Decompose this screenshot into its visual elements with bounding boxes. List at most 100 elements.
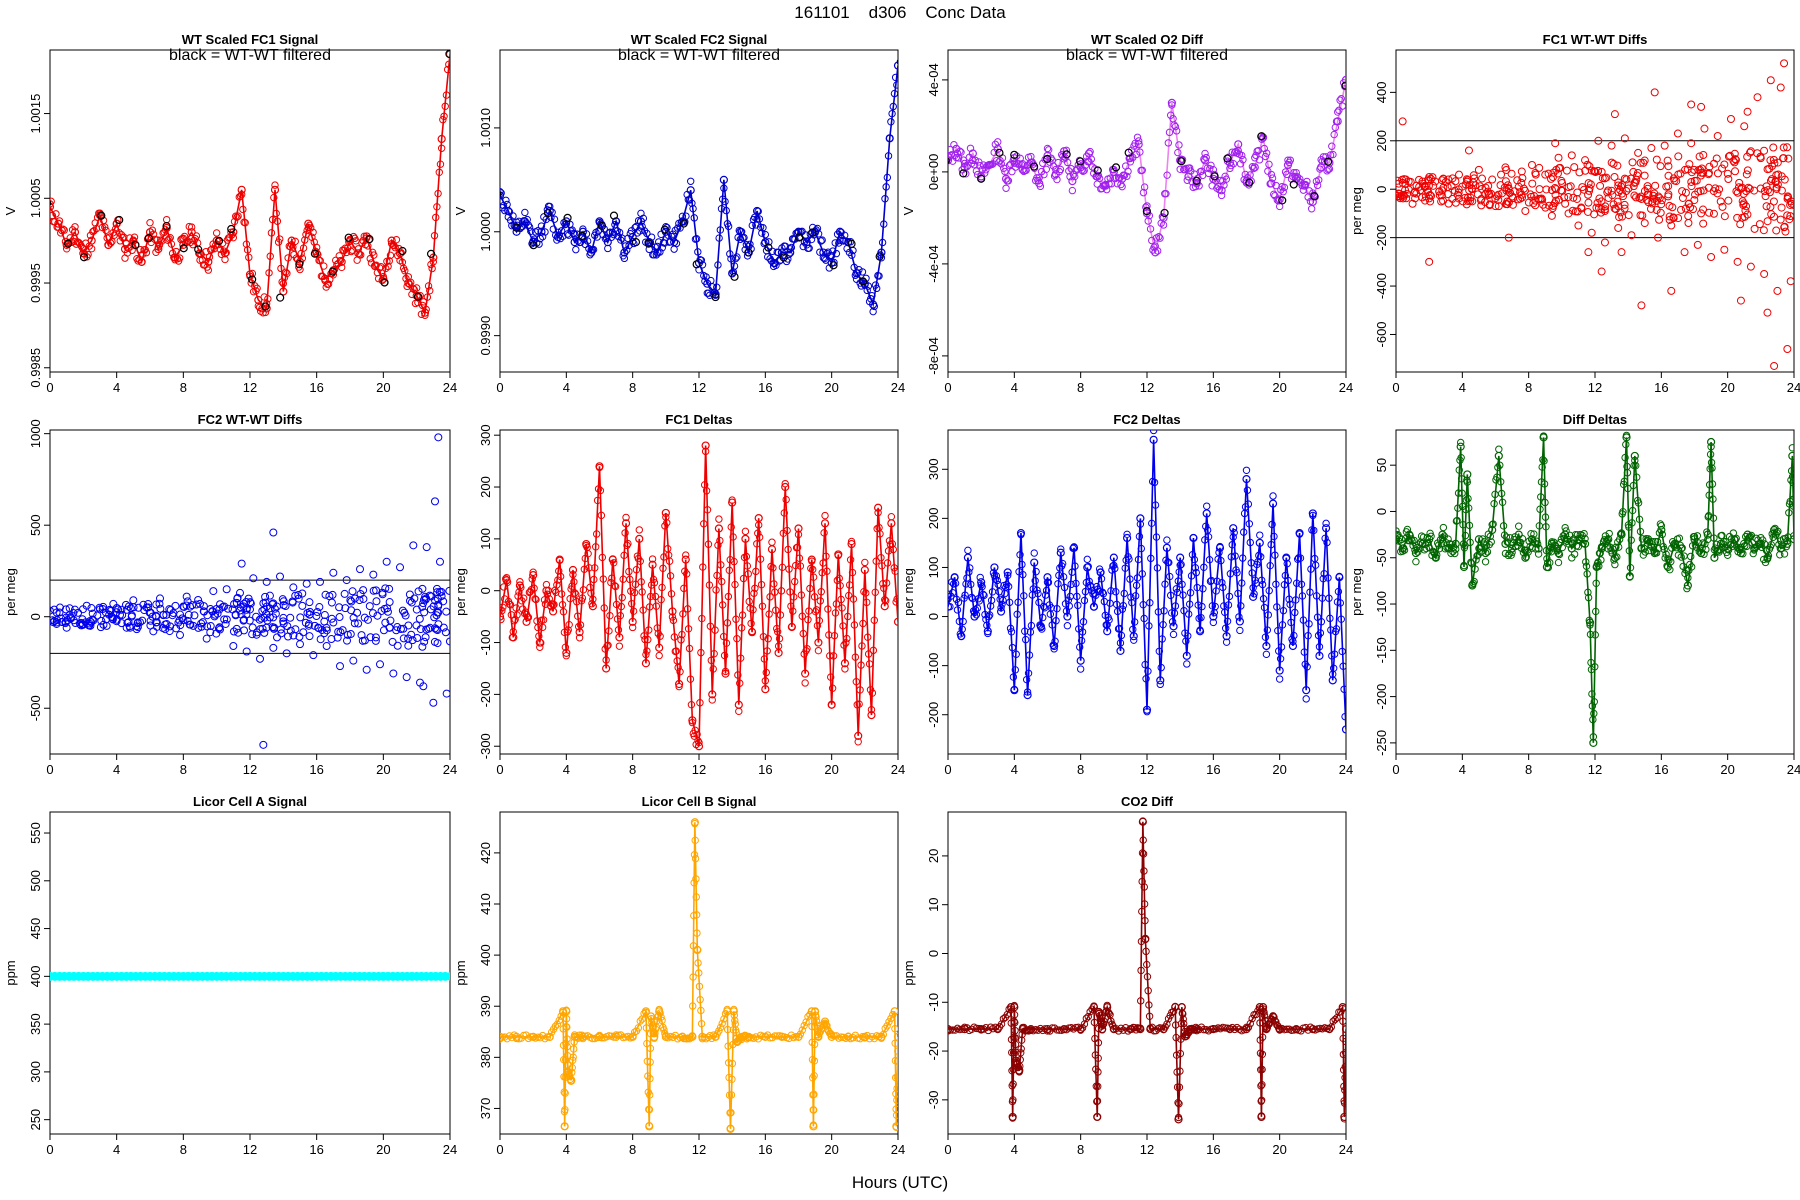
- series-point: [1094, 1054, 1102, 1062]
- figure-title: 161101 d306 Conc Data: [794, 3, 1006, 22]
- series-point: [691, 726, 699, 735]
- series-point: [655, 651, 663, 660]
- y-tick-label: 550: [28, 822, 43, 844]
- scatter-point: [281, 602, 290, 611]
- scatter-point: [346, 596, 355, 605]
- y-tick-label: 500: [28, 870, 43, 892]
- series-point: [1635, 515, 1644, 524]
- data-point: [892, 1122, 898, 1131]
- series-point: [1143, 960, 1151, 969]
- series-point: [999, 164, 1008, 172]
- series-point: [765, 238, 773, 246]
- series-point: [682, 551, 690, 559]
- series-point: [1024, 669, 1033, 677]
- series-point: [59, 225, 67, 233]
- data-point: [1580, 539, 1590, 548]
- series-point: [699, 563, 707, 571]
- scatter-point: [198, 618, 207, 627]
- series-point: [1159, 620, 1167, 629]
- data-point: [1262, 1025, 1271, 1034]
- series-point: [998, 600, 1006, 608]
- series-point: [503, 578, 512, 586]
- series-point: [819, 559, 827, 567]
- series-point: [1157, 663, 1165, 672]
- series-point: [293, 255, 302, 264]
- series-point: [1012, 1048, 1020, 1056]
- data-point: [1541, 170, 1550, 179]
- series-point: [1229, 533, 1237, 541]
- series-point: [1197, 167, 1206, 175]
- series-point: [1584, 588, 1592, 597]
- data-point: [1647, 144, 1656, 153]
- data-point: [442, 689, 450, 698]
- scatter-point: [1598, 174, 1607, 183]
- data-point: [270, 185, 280, 194]
- data-point: [809, 1122, 818, 1131]
- data-point: [1634, 148, 1643, 157]
- y-tick-label: 20: [926, 849, 941, 863]
- series-point: [806, 584, 814, 593]
- series-point: [620, 254, 629, 263]
- x-tick-label: 12: [243, 762, 257, 777]
- scatter-point: [426, 605, 435, 614]
- series-point: [1339, 79, 1346, 87]
- x-tick-label: 16: [1206, 762, 1220, 777]
- scatter-point: [222, 615, 231, 624]
- series-point: [643, 647, 651, 655]
- scatter-point: [1760, 187, 1769, 196]
- series-point: [1165, 558, 1173, 567]
- series-point: [1029, 585, 1037, 593]
- series-point: [1044, 578, 1053, 587]
- scatter-point: [288, 598, 297, 607]
- series-point: [1074, 601, 1082, 610]
- series-point: [585, 564, 593, 572]
- scatter-point: [199, 607, 208, 616]
- data-point: [337, 257, 346, 266]
- series-point: [1279, 188, 1287, 196]
- series-point: [658, 583, 666, 592]
- data-point: [1146, 1025, 1155, 1034]
- series-point: [1149, 430, 1158, 435]
- data-point: [1788, 451, 1794, 461]
- series-point: [638, 222, 646, 231]
- scatter-point: [348, 587, 357, 596]
- x-tick-label: 0: [944, 1142, 951, 1157]
- scatter-point: [1557, 186, 1566, 195]
- data-point: [1341, 1025, 1346, 1034]
- series-point: [1059, 573, 1068, 581]
- series-point: [1789, 478, 1794, 487]
- scatter-point: [1684, 219, 1693, 228]
- series-point: [833, 230, 842, 238]
- data-point: [1730, 535, 1739, 544]
- data-point: [1094, 1007, 1104, 1017]
- data-point: [1667, 286, 1676, 295]
- series-point: [843, 634, 851, 643]
- data-point: [1036, 622, 1045, 631]
- data-point: [1411, 549, 1421, 558]
- data-point: [827, 1032, 836, 1041]
- series-point: [1172, 1051, 1181, 1059]
- scatter-point: [1421, 196, 1430, 205]
- series-point: [232, 212, 240, 220]
- series-point: [1058, 559, 1067, 568]
- series-point: [832, 249, 841, 258]
- series-point: [674, 663, 682, 672]
- series-point: [572, 590, 580, 599]
- series-point: [1619, 508, 1627, 516]
- scatter-point: [286, 613, 295, 622]
- series-point: [428, 264, 436, 273]
- data-point: [1176, 553, 1185, 562]
- y-tick-label: 0: [1374, 186, 1389, 193]
- scatter-point: [1769, 155, 1778, 164]
- x-tick-label: 16: [758, 380, 772, 395]
- series-point: [772, 606, 780, 614]
- series-point: [838, 604, 846, 612]
- data-point: [860, 279, 869, 288]
- series-point: [1130, 618, 1139, 626]
- data-point: [1182, 651, 1191, 660]
- series-point: [1705, 481, 1714, 489]
- series-point: [628, 237, 637, 246]
- series-point: [1554, 558, 1563, 567]
- data-point: [1763, 308, 1772, 317]
